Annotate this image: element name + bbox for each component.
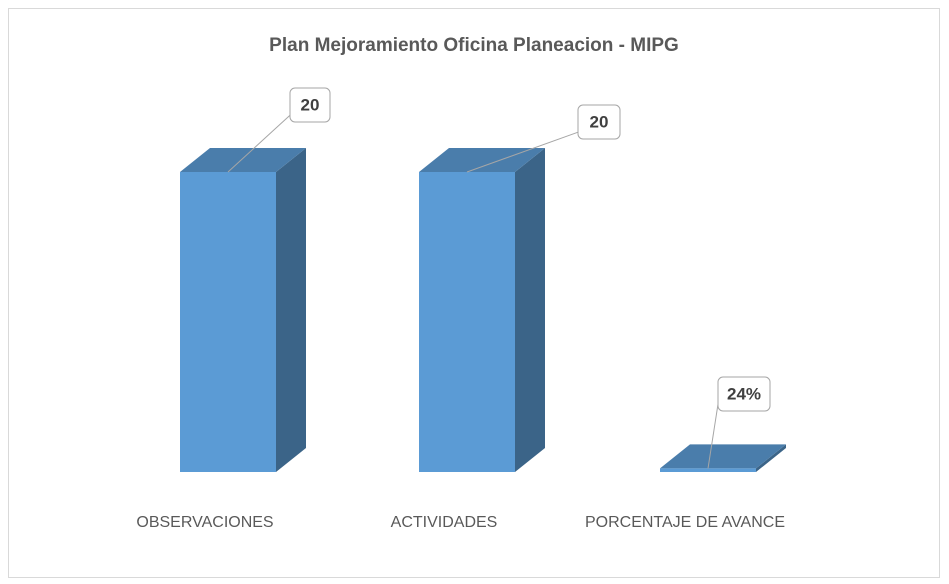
bar-top: [419, 148, 545, 172]
bar-top: [660, 444, 786, 469]
label-box: [289, 87, 331, 123]
bar-side: [276, 148, 306, 472]
bar-side: [515, 148, 545, 472]
x-tick-label-line: PORCENTAJE DE AVANCE: [585, 514, 785, 531]
data-label: 20: [590, 112, 609, 131]
bar-side: [756, 444, 786, 472]
data-label: 20: [301, 95, 320, 114]
x-tick-label: OBSERVACIONES: [136, 514, 273, 531]
bar: [419, 172, 515, 472]
leader-line: [227, 114, 291, 173]
bar: [660, 468, 756, 472]
leader-line: [466, 131, 579, 173]
bar: [180, 172, 276, 472]
leader-line: [707, 404, 719, 469]
x-tick-label: ACTIVIDADES: [391, 514, 498, 531]
label-box: [717, 376, 771, 412]
chart-title: Plan Mejoramiento Oficina Planeacion - M…: [269, 35, 679, 56]
label-box: [577, 104, 621, 140]
x-tick-label: PORCENTAJE DE AVANCE: [585, 514, 785, 531]
bar-top: [180, 148, 306, 172]
data-label: 24%: [727, 384, 761, 403]
